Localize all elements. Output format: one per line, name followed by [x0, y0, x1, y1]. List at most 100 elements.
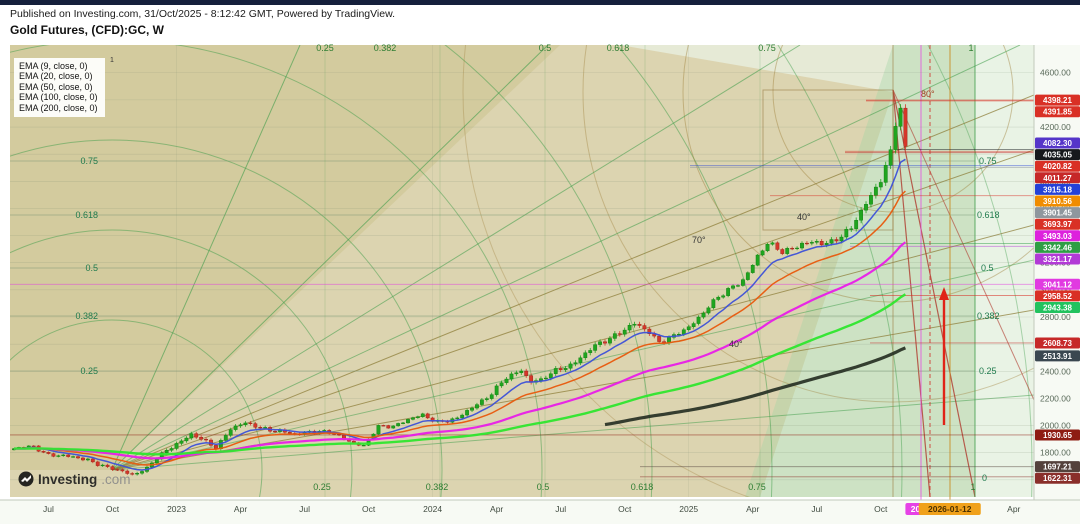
- legend-item-ema200[interactable]: EMA (200, close, 0): [19, 102, 98, 113]
- fib-label-bottom: 1: [970, 482, 975, 492]
- candle-body: [115, 469, 120, 471]
- candle-body: [883, 165, 888, 183]
- date-label: Jul: [299, 504, 310, 514]
- fib-label-top: 0.75: [758, 43, 776, 53]
- legend-item-ema9[interactable]: EMA (9, close, 0): [19, 61, 88, 71]
- date-highlight: [918, 503, 981, 515]
- legend-item-ema20[interactable]: EMA (20, close, 0): [19, 71, 93, 82]
- candle-body: [721, 295, 726, 298]
- price-badge-label: 4082.30: [1043, 139, 1072, 148]
- indicator-legend[interactable]: EMA (9, close, 0) EMA (20, close, 0) EMA…: [14, 58, 105, 118]
- candle-body: [120, 469, 125, 472]
- candle-body: [179, 440, 184, 444]
- candle-body: [578, 357, 583, 363]
- candle-body: [814, 241, 819, 243]
- price-axis[interactable]: [1033, 45, 1080, 500]
- candle-body: [548, 373, 553, 379]
- candle-body: [824, 242, 829, 246]
- candle-body: [790, 248, 795, 250]
- candle-body: [563, 368, 568, 370]
- date-label: Oct: [106, 504, 120, 514]
- candle-body: [691, 323, 696, 327]
- candle-body: [154, 458, 159, 464]
- fib-label-top: 0.382: [374, 43, 397, 53]
- time-axis[interactable]: [0, 499, 1080, 524]
- candle-body: [608, 338, 612, 344]
- candle-body: [711, 299, 716, 309]
- fib-label-bottom: 0.618: [631, 482, 654, 492]
- candle-body: [164, 449, 169, 454]
- projection-arrow-head: [939, 287, 949, 300]
- price-tick: 4200.00: [1040, 122, 1071, 132]
- candle-body: [627, 325, 632, 331]
- candle-body: [169, 448, 174, 451]
- candle-body: [460, 414, 465, 419]
- price-badge-label: 3901.45: [1043, 209, 1072, 218]
- candle-body: [470, 407, 474, 411]
- candle-body: [81, 457, 85, 461]
- price-badge-label: 2513.91: [1043, 352, 1072, 361]
- price-badge-label: 4020.82: [1043, 162, 1072, 171]
- price-badge-label: 3041.12: [1043, 280, 1072, 289]
- candle-body: [391, 425, 396, 429]
- candle-body: [263, 427, 268, 429]
- fib-label-right: 0: [982, 473, 987, 483]
- price-badge: [1035, 172, 1080, 184]
- watermark-brand: Investing: [38, 471, 98, 487]
- candle-body: [519, 370, 524, 373]
- fib-label-bottom: 0.5: [537, 482, 550, 492]
- candle-body: [273, 431, 277, 433]
- candle-body: [184, 437, 189, 442]
- annotations: 80° 40° 70° 40° 0.75 0.618 0.5 0.382 0.2…: [75, 43, 999, 492]
- candle-body: [844, 228, 849, 238]
- candle-body: [775, 242, 780, 250]
- investing-logo-icon: [18, 471, 34, 487]
- price-badge-label: 2943.38: [1043, 303, 1072, 312]
- fib-label-bottom: 0.382: [426, 482, 449, 492]
- candle-body: [873, 186, 878, 196]
- price-badge-label: 4011.27: [1043, 174, 1072, 183]
- candle-body: [243, 422, 248, 426]
- price-badge-label: 3693.97: [1043, 220, 1072, 229]
- candle-body: [558, 368, 563, 370]
- date-label: Apr: [234, 504, 247, 514]
- fib-label-left: 0.618: [75, 210, 98, 220]
- legend-item-ema50[interactable]: EMA (50, close, 0): [19, 81, 93, 92]
- fib-label-bottom: 0.25: [313, 482, 331, 492]
- fib-label-right: 0.382: [977, 311, 1000, 321]
- price-badge: [1035, 137, 1080, 149]
- candle-body: [588, 350, 593, 353]
- candle-body: [716, 296, 721, 300]
- price-badge: [1035, 106, 1080, 118]
- candle-body: [258, 427, 263, 429]
- candle-body: [199, 437, 204, 440]
- fib-label-top: 0.618: [607, 43, 630, 53]
- candle-body: [420, 413, 425, 417]
- candle-body: [805, 242, 809, 245]
- candle-body: [425, 413, 430, 419]
- time-axis-labels: Jul Oct 2023 Apr Jul Oct 2024 Apr Jul Oct 2025 Apr J…: [43, 503, 1021, 515]
- candle-body: [110, 466, 115, 470]
- price-badge-label: 3321.17: [1043, 255, 1072, 264]
- candle-body: [676, 334, 681, 336]
- price-badge: [1035, 290, 1080, 302]
- candle-body: [406, 419, 410, 424]
- price-badge-label: 3493.03: [1043, 232, 1072, 241]
- price-badge: [1035, 241, 1080, 253]
- price-tick: 2400.00: [1040, 366, 1071, 376]
- investing-watermark: Investing .com: [18, 471, 131, 487]
- candle-body: [642, 325, 647, 330]
- price-badge: [1035, 253, 1080, 265]
- candle-body: [770, 242, 775, 245]
- candle-body: [706, 307, 711, 314]
- candle-body: [125, 470, 130, 474]
- candle-body: [174, 443, 179, 449]
- fib-label-bottom: 0.75: [748, 482, 766, 492]
- price-badge: [1035, 183, 1080, 195]
- price-badge: [1035, 461, 1080, 473]
- price-badge: [1035, 160, 1080, 172]
- candle-body: [135, 473, 140, 475]
- legend-item-ema100[interactable]: EMA (100, close, 0): [19, 92, 98, 103]
- candle-body: [204, 439, 208, 441]
